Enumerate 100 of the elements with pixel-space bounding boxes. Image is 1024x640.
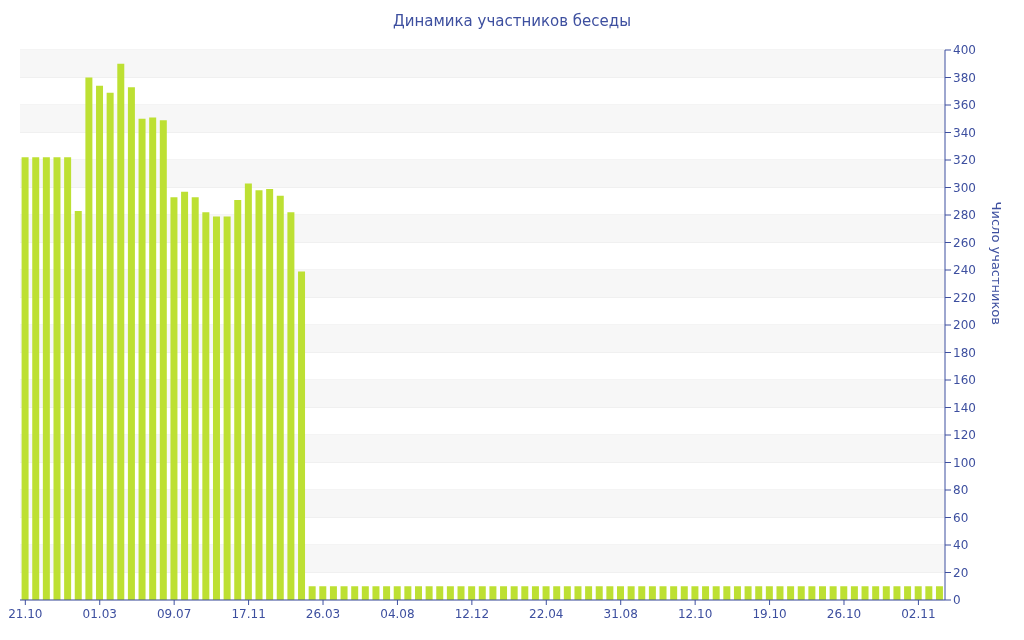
bar (680, 586, 688, 600)
bar (181, 191, 189, 600)
bar (893, 586, 901, 600)
bar (85, 77, 93, 600)
y-tick-label: 240 (953, 263, 976, 278)
y-tick-label: 180 (953, 345, 976, 360)
bar (457, 586, 465, 600)
bar (266, 188, 274, 600)
y-tick-label: 0 (953, 593, 961, 608)
y-tick-label: 260 (953, 235, 976, 250)
bar (138, 118, 146, 600)
bar (404, 586, 412, 600)
bar (159, 120, 167, 600)
bar (478, 586, 486, 600)
bar (351, 586, 359, 600)
bar (702, 586, 710, 600)
x-tick-label: 02.11 (901, 607, 936, 621)
y-tick-label: 220 (953, 290, 976, 305)
y-tick-label: 120 (953, 428, 976, 443)
bar (414, 586, 422, 600)
bar (595, 586, 603, 600)
y-tick-label: 320 (953, 153, 976, 168)
y-tick-label: 200 (953, 318, 976, 333)
bar (850, 586, 858, 600)
bar (500, 586, 508, 600)
x-tick-label: 12.10 (677, 607, 713, 621)
bar (234, 199, 242, 600)
bar (170, 197, 178, 600)
y-tick-label: 100 (953, 455, 976, 470)
bar (819, 586, 827, 600)
bar (255, 190, 263, 600)
bar (510, 586, 518, 600)
bar (606, 586, 614, 600)
bar (425, 586, 433, 600)
x-tick-label: 26.10 (826, 607, 862, 621)
bar (840, 586, 848, 600)
bar (287, 212, 295, 600)
bar (787, 586, 795, 600)
bar (64, 157, 72, 600)
bar (659, 586, 667, 600)
bar (21, 157, 29, 600)
bar (96, 85, 104, 600)
x-tick-label: 26.03 (305, 607, 341, 621)
bar (393, 586, 401, 600)
x-tick-label: 31.08 (603, 607, 638, 621)
bar (861, 586, 869, 600)
bar (436, 586, 444, 600)
bar (489, 586, 497, 600)
y-tick-label: 380 (953, 70, 976, 85)
bar (53, 157, 61, 600)
x-tick-label: 01.03 (82, 607, 117, 621)
bar (383, 586, 391, 600)
bar (521, 586, 529, 600)
x-tick-label: 17.11 (231, 607, 266, 621)
bar (319, 586, 327, 600)
bar (925, 586, 933, 600)
bar (755, 586, 763, 600)
bar (935, 586, 943, 600)
x-tick-label: 04.08 (380, 607, 415, 621)
bar (776, 586, 784, 600)
bar (117, 63, 125, 600)
bar (553, 586, 561, 600)
bar (904, 586, 912, 600)
bar (691, 586, 699, 600)
bar (638, 586, 646, 600)
bar (244, 183, 252, 600)
bar (648, 586, 656, 600)
bar (542, 586, 550, 600)
y-tick-label: 40 (953, 538, 969, 553)
y-tick-label: 20 (953, 565, 969, 580)
x-tick-label: 21.10 (8, 607, 43, 621)
bar (797, 586, 805, 600)
bar (808, 586, 816, 600)
bar (372, 586, 380, 600)
bar (765, 586, 773, 600)
bar (723, 586, 731, 600)
chart-title: Динамика участников беседы (391, 12, 632, 30)
bar (531, 586, 539, 600)
bar (329, 586, 337, 600)
bar (149, 117, 157, 600)
bar (446, 586, 454, 600)
bar (882, 586, 890, 600)
bar (712, 586, 720, 600)
bar (627, 586, 635, 600)
bar (563, 586, 571, 600)
bar (106, 92, 114, 600)
y-tick-label: 280 (953, 208, 976, 223)
bar (617, 586, 624, 600)
bar (276, 195, 284, 600)
y-tick-label: 60 (953, 510, 969, 525)
bar (361, 586, 369, 600)
bar (32, 157, 40, 600)
bar (468, 586, 476, 600)
bar (733, 586, 741, 600)
y-tick-label: 360 (953, 98, 976, 113)
y-tick-label: 340 (953, 125, 976, 140)
x-tick-label: 22.04 (529, 607, 564, 621)
bar (914, 586, 922, 600)
bar (212, 216, 220, 600)
bar (670, 586, 678, 600)
